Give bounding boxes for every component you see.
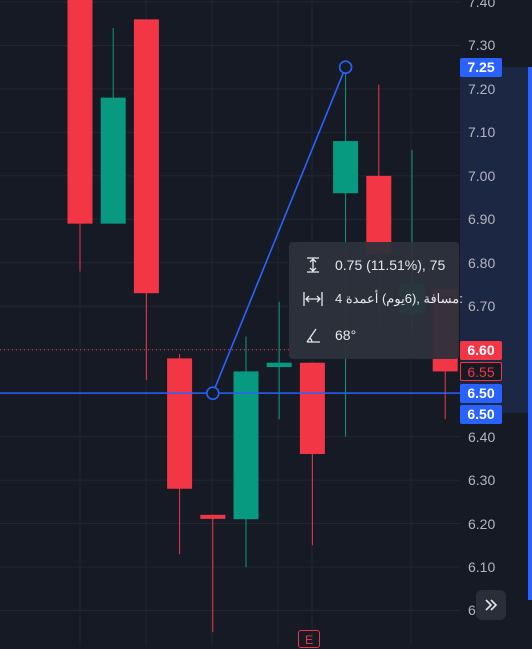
angle-icon — [301, 326, 325, 344]
candle-body — [133, 19, 159, 294]
candle-body — [100, 97, 126, 224]
price-axis-tick: 6 — [468, 602, 476, 618]
candle-body — [266, 362, 292, 368]
candle[interactable] — [233, 336, 259, 567]
price-axis-tick: 7.10 — [468, 124, 496, 140]
bars-range-text: مسافة ,(6يوم) أعمدة 4: — [335, 291, 463, 306]
arrows-horizontal-icon — [301, 290, 325, 308]
candle-body — [167, 358, 193, 489]
price-axis-tick: 7.00 — [468, 168, 496, 184]
chevron-double-right-icon — [485, 599, 498, 611]
arrows-vertical-icon — [301, 256, 325, 274]
trend-start-handle[interactable] — [206, 386, 220, 400]
trend-end-price-tag: 7.25 — [460, 58, 502, 77]
candle[interactable] — [333, 67, 359, 437]
candle-body — [333, 141, 359, 194]
candle[interactable] — [133, 19, 159, 381]
price-axis-tick: 7.30 — [468, 37, 496, 53]
price-axis-tick: 6.30 — [468, 472, 496, 488]
candle[interactable] — [266, 301, 292, 420]
trend-end-handle[interactable] — [338, 60, 353, 74]
horizontal-line-price-tag: 6.50 — [460, 384, 502, 403]
candle[interactable] — [299, 362, 325, 546]
candle[interactable] — [167, 354, 193, 554]
price-range-text: 0.75 (11.51%), 75 — [335, 257, 446, 273]
price-axis-tick: 6.40 — [468, 429, 496, 445]
price-axis-tick: 6.90 — [468, 211, 496, 227]
angle-text: 68° — [335, 327, 357, 343]
horizontal-line-price-tag-2: 6.50 — [460, 405, 502, 424]
price-axis-tick: 6.10 — [468, 559, 496, 575]
candle[interactable] — [67, 0, 93, 272]
candle[interactable] — [100, 28, 126, 224]
price-axis-edge — [528, 67, 532, 600]
candle-body — [67, 0, 93, 224]
previous-close-tag: 6.55 — [460, 362, 502, 381]
price-axis-tick: 7.20 — [468, 81, 496, 97]
trend-line[interactable] — [212, 66, 347, 394]
measure-tooltip: 0.75 (11.51%), 75 مسافة ,(6يوم) أعمدة 4:… — [289, 242, 463, 359]
scroll-to-latest-button[interactable] — [476, 590, 506, 620]
candle-body — [366, 175, 392, 255]
candle-body — [200, 514, 226, 519]
candle-body — [299, 362, 325, 454]
price-axis-tick: 6.20 — [468, 516, 496, 532]
candle[interactable] — [366, 84, 392, 328]
price-axis-tick: 7.40 — [468, 0, 496, 10]
candle-body — [233, 371, 259, 520]
event-marker[interactable]: E — [298, 630, 320, 648]
price-axis-tick: 6.70 — [468, 298, 496, 314]
candle[interactable] — [200, 514, 226, 633]
price-axis-tick: 6.80 — [468, 255, 496, 271]
current-price-tag: 6.60 — [460, 341, 502, 360]
